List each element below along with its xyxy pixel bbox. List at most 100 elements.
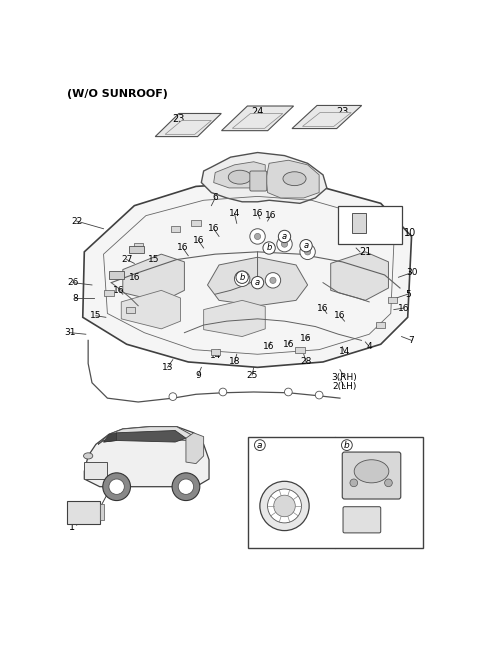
Text: b: b <box>344 441 350 449</box>
Bar <box>104 290 114 296</box>
Bar <box>338 206 402 244</box>
Text: 18: 18 <box>228 358 240 366</box>
Polygon shape <box>121 290 180 329</box>
Text: b: b <box>266 244 272 252</box>
Text: 9: 9 <box>195 371 201 379</box>
Circle shape <box>254 233 261 240</box>
Polygon shape <box>83 183 411 367</box>
Text: 5: 5 <box>405 290 410 299</box>
Bar <box>170 226 180 232</box>
Polygon shape <box>201 153 327 203</box>
Text: a: a <box>257 441 263 449</box>
Polygon shape <box>214 162 265 188</box>
Polygon shape <box>266 160 319 198</box>
Ellipse shape <box>283 172 306 185</box>
Circle shape <box>341 440 352 451</box>
Bar <box>109 271 124 279</box>
Circle shape <box>384 479 392 487</box>
FancyBboxPatch shape <box>250 171 267 191</box>
Text: 14: 14 <box>339 347 350 356</box>
Bar <box>100 504 104 520</box>
Polygon shape <box>302 113 351 126</box>
Polygon shape <box>186 433 204 464</box>
Circle shape <box>260 481 309 531</box>
Text: 25: 25 <box>246 371 258 379</box>
Circle shape <box>281 241 288 247</box>
Text: 6: 6 <box>212 193 218 202</box>
FancyBboxPatch shape <box>343 507 381 533</box>
Text: 12: 12 <box>264 451 277 461</box>
Circle shape <box>265 272 281 288</box>
Text: 22: 22 <box>71 217 82 225</box>
Bar <box>84 462 108 479</box>
Text: 11: 11 <box>294 459 306 468</box>
Ellipse shape <box>84 453 93 459</box>
Bar <box>133 244 143 250</box>
Polygon shape <box>104 433 117 442</box>
Bar <box>211 349 220 355</box>
Text: 14: 14 <box>209 351 221 360</box>
Text: 14: 14 <box>229 209 240 218</box>
Circle shape <box>239 276 245 282</box>
Text: 16: 16 <box>300 334 312 343</box>
Circle shape <box>300 240 312 252</box>
Text: 23: 23 <box>336 107 348 117</box>
Bar <box>388 297 397 303</box>
Text: 16: 16 <box>398 303 409 312</box>
Text: 26: 26 <box>67 278 78 287</box>
Text: 16: 16 <box>283 340 294 348</box>
Text: 11: 11 <box>264 458 277 468</box>
Circle shape <box>263 242 275 254</box>
Circle shape <box>274 495 295 517</box>
Circle shape <box>270 277 276 284</box>
Circle shape <box>250 229 265 244</box>
Text: 16: 16 <box>129 272 140 282</box>
Ellipse shape <box>354 460 389 483</box>
Text: (LH): (LH) <box>270 459 287 468</box>
Text: 27: 27 <box>121 255 132 264</box>
Polygon shape <box>292 105 362 128</box>
Text: 15: 15 <box>90 311 102 320</box>
Text: 4: 4 <box>366 342 372 351</box>
Circle shape <box>315 391 323 399</box>
Circle shape <box>304 249 311 255</box>
Text: 20: 20 <box>386 514 398 524</box>
Polygon shape <box>207 257 308 306</box>
Text: ⁺(LH): ⁺(LH) <box>279 459 299 468</box>
Text: 24: 24 <box>252 107 264 117</box>
Text: 29: 29 <box>377 206 389 216</box>
Circle shape <box>278 231 291 242</box>
Polygon shape <box>204 301 265 337</box>
Text: (RH): (RH) <box>270 451 287 460</box>
Bar <box>192 220 201 227</box>
Text: 16: 16 <box>252 209 264 218</box>
Circle shape <box>109 479 124 495</box>
Bar <box>129 246 144 253</box>
Text: 19: 19 <box>404 465 416 475</box>
Text: 17: 17 <box>377 220 389 230</box>
Bar <box>126 307 135 312</box>
Polygon shape <box>331 252 388 301</box>
Text: ⁺(RH): ⁺(RH) <box>279 451 300 460</box>
Text: 16: 16 <box>334 311 346 320</box>
Text: b: b <box>240 272 245 282</box>
FancyBboxPatch shape <box>342 452 401 499</box>
Text: 16: 16 <box>317 303 329 312</box>
Circle shape <box>300 244 315 259</box>
Bar <box>352 214 366 233</box>
Bar <box>376 322 385 328</box>
Text: a: a <box>255 278 260 287</box>
Text: a: a <box>303 241 309 250</box>
Text: 16: 16 <box>177 244 189 252</box>
Polygon shape <box>232 113 283 128</box>
Circle shape <box>236 271 248 284</box>
Polygon shape <box>221 106 294 130</box>
Text: a: a <box>282 232 287 241</box>
Polygon shape <box>155 113 221 137</box>
Text: 10: 10 <box>404 227 416 238</box>
Bar <box>371 231 380 237</box>
Text: 28: 28 <box>300 358 312 366</box>
Polygon shape <box>165 121 211 134</box>
Circle shape <box>103 473 131 500</box>
Text: 31: 31 <box>65 328 76 337</box>
